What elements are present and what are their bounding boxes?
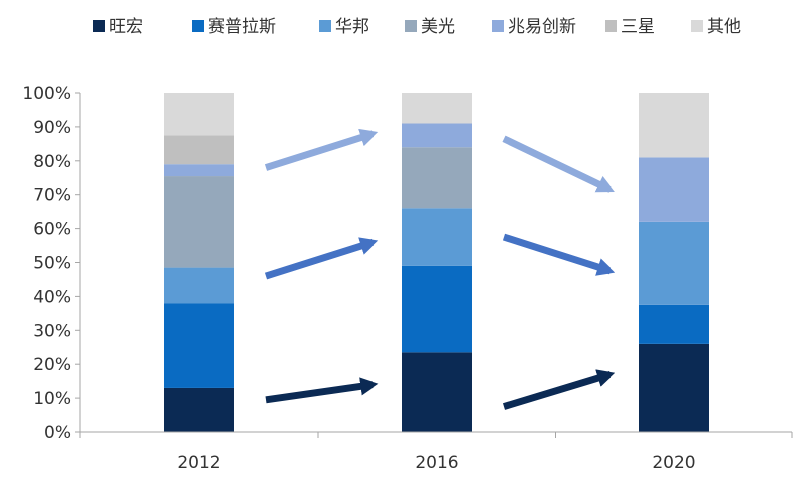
legend-label: 旺宏 <box>109 17 143 37</box>
bar-segment <box>164 164 234 177</box>
x-tick-label: 2020 <box>652 453 695 473</box>
y-tick-label: 90% <box>33 118 71 138</box>
bars <box>164 93 709 432</box>
bar-segment <box>164 135 234 165</box>
legend-item: 赛普拉斯 <box>192 16 276 37</box>
bar-segment <box>402 208 472 266</box>
bar-segment <box>639 93 709 158</box>
bar-segment <box>639 221 709 305</box>
x-tick-label: 2012 <box>177 453 220 473</box>
legend-label: 其他 <box>707 17 741 37</box>
bar-segment <box>402 123 472 148</box>
bar-segment <box>164 93 234 136</box>
bar-segment <box>402 265 472 353</box>
legend-label: 美光 <box>421 17 455 37</box>
bar-segment <box>639 343 709 432</box>
x-axis: 2012 2016 2020 <box>79 431 793 473</box>
bar-segment <box>164 303 234 388</box>
legend-item: 兆易创新 <box>492 17 576 37</box>
trend-arrow <box>502 135 615 193</box>
legend-swatch <box>691 20 703 32</box>
legend-swatch <box>405 20 417 32</box>
y-tick-label: 50% <box>33 254 71 274</box>
y-tick-label: 80% <box>33 152 71 172</box>
legend-swatch <box>605 20 617 32</box>
legend: 旺宏 赛普拉斯 华邦 美光 兆易创新 三星 其他 <box>93 16 741 37</box>
x-tick-label: 2016 <box>415 453 458 473</box>
legend-swatch <box>492 20 504 32</box>
trend-arrow <box>502 233 616 276</box>
trend-arrows <box>264 128 616 410</box>
y-tick-label: 70% <box>33 186 71 206</box>
bar-segment <box>402 147 472 209</box>
y-tick-label: 40% <box>33 287 71 307</box>
trend-arrow <box>265 377 379 404</box>
bar-segment <box>164 387 234 432</box>
legend-label: 赛普拉斯 <box>208 16 276 37</box>
bar-segment <box>164 267 234 304</box>
bar-segment <box>639 157 709 222</box>
legend-swatch <box>93 20 105 32</box>
y-tick-label: 10% <box>33 389 71 409</box>
y-tick-label: 0% <box>44 423 71 443</box>
legend-item: 其他 <box>691 17 741 37</box>
bar-segment <box>164 176 234 268</box>
y-axis: 0% 10% 20% 30% 40% 50% 60% 70% 80% 90% 100% <box>22 84 81 443</box>
bar-segment <box>639 304 709 344</box>
y-tick-label: 30% <box>33 321 71 341</box>
trend-arrow <box>502 369 616 410</box>
legend-swatch <box>319 20 331 32</box>
legend-item: 华邦 <box>319 17 369 37</box>
legend-item: 美光 <box>405 17 455 37</box>
legend-label: 兆易创新 <box>508 17 576 37</box>
legend-item: 三星 <box>605 17 655 37</box>
legend-label: 华邦 <box>335 17 369 37</box>
legend-swatch <box>192 20 204 32</box>
y-tick-label: 60% <box>33 220 71 240</box>
y-tick-label: 100% <box>22 84 71 104</box>
legend-item: 旺宏 <box>93 17 143 37</box>
trend-arrow <box>264 237 379 280</box>
bar-segment <box>402 352 472 432</box>
trend-arrow <box>264 128 379 171</box>
legend-label: 三星 <box>621 17 655 37</box>
bar-segment <box>402 93 472 124</box>
y-tick-label: 20% <box>33 355 71 375</box>
